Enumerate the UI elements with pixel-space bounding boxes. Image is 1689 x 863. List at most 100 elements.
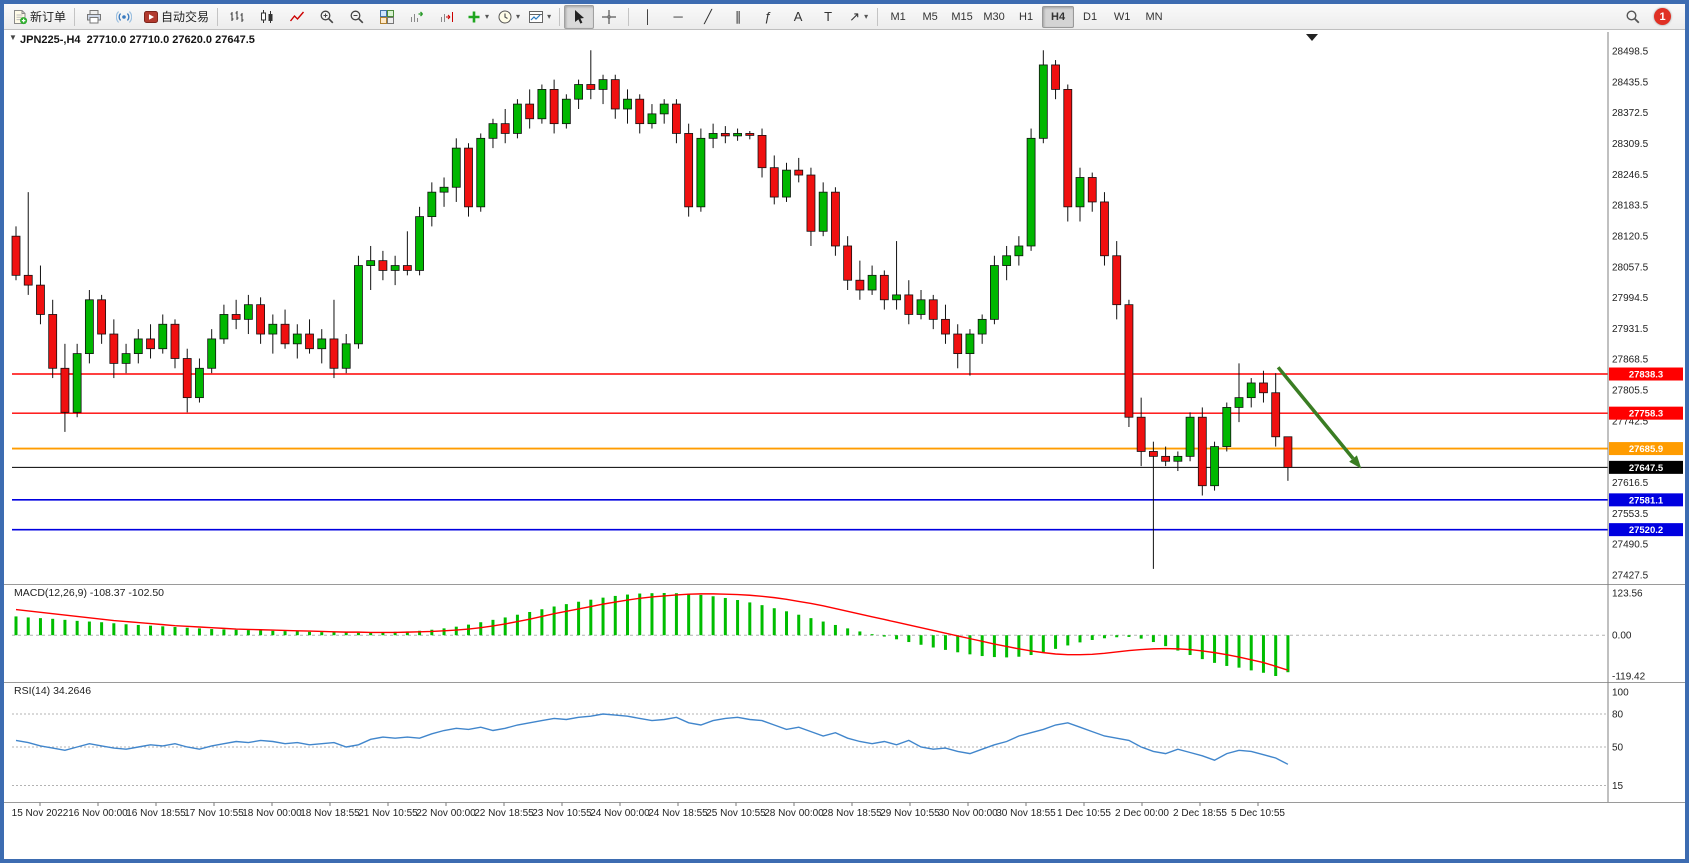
chevron-down-icon[interactable]: ▾ [485, 12, 490, 21]
candle-bear [146, 338, 155, 350]
candlestick-mode-button[interactable] [252, 5, 282, 29]
draw-horizontal-line-icon: ─ [673, 9, 683, 24]
candle-bull [867, 274, 877, 291]
bar-chart-icon [229, 9, 245, 25]
draw-trendline-button[interactable]: ╱ [693, 5, 723, 29]
draw-channel-button[interactable]: ∥ [723, 5, 753, 29]
draw-arrows-button[interactable]: ↗ ▾ [843, 5, 873, 29]
price-axis-label: 27742.5 [1612, 416, 1649, 427]
symbol-ohlc-label: JPN225-,H4 27710.0 27710.0 27620.0 27647… [20, 34, 255, 46]
candle-bull [513, 103, 522, 134]
price-axis-label: 27931.5 [1612, 324, 1649, 335]
search-button[interactable] [1618, 5, 1648, 29]
bar-chart-mode-button[interactable] [222, 5, 252, 29]
draw-text-label-button[interactable]: T [813, 5, 843, 29]
candle-bear [1087, 177, 1097, 203]
draw-text-button[interactable]: A [783, 5, 813, 29]
draw-channel-icon: ∥ [734, 9, 742, 24]
candle-bear [280, 323, 290, 345]
autotrading-button[interactable]: 自动交易 [139, 5, 213, 29]
print-button[interactable] [79, 5, 109, 29]
periods-list-button[interactable]: ▾ [493, 5, 524, 29]
indicators-list-button[interactable]: ▾ [462, 5, 493, 29]
rsi-axis-label: 100 [1612, 688, 1629, 699]
candle-bull [451, 147, 461, 188]
chevron-down-icon[interactable]: ▾ [547, 12, 552, 21]
timeframe-buttons: M1 M5 M15 M30 H1 H4 D1 W1 MN [882, 5, 1170, 28]
candle-bull [268, 323, 278, 335]
notification-badge[interactable]: 1 [1654, 8, 1671, 25]
new-order-label: 新订单 [30, 10, 67, 24]
crosshair-button[interactable] [594, 5, 624, 29]
timeframe-d1[interactable]: D1 [1083, 10, 1098, 23]
candle-bear [60, 367, 70, 413]
timeframe-m5[interactable]: M5 [922, 10, 938, 23]
candle-bull [574, 84, 583, 100]
timeframe-h4[interactable]: H4 [1042, 5, 1075, 28]
candle-bull [818, 191, 828, 232]
price-tag [1609, 460, 1683, 474]
time-axis-label: 18 Nov 18:55 [300, 808, 360, 819]
candle-bear [904, 294, 914, 315]
macd-panel: 123.56 0.00 -119.42 [12, 589, 1646, 683]
line-chart-mode-button[interactable] [282, 5, 312, 29]
candle-bull [207, 338, 217, 369]
chart-shift-marker[interactable] [1306, 34, 1318, 41]
candle-bull [623, 98, 632, 110]
draw-vertical-line-icon: │ [644, 9, 653, 24]
price-axis-label: 28246.5 [1612, 170, 1649, 181]
price-axis-label: 28309.5 [1612, 139, 1649, 150]
candle-bull [1185, 416, 1195, 457]
candle-bull [708, 133, 718, 139]
draw-vertical-line-button[interactable]: │ [633, 5, 663, 29]
autotrading-icon [143, 9, 159, 25]
time-axis-label: 22 Nov 00:00 [416, 808, 476, 819]
new-order-button[interactable]: 新订单 [8, 5, 70, 29]
timeframe-m1[interactable]: M1 [890, 10, 906, 23]
draw-fibonacci-button[interactable]: ƒ [753, 5, 783, 29]
candle-bear [464, 147, 473, 208]
horizontal-level-lines[interactable] [12, 373, 1608, 531]
chart-canvas[interactable]: 28498.5 28435.5 28372.5 28309.5 28246.5 28183… [4, 4, 1685, 859]
one-click-trading-toggle[interactable]: ▼ [9, 33, 17, 42]
candle-bull [84, 299, 94, 355]
candle-bull [219, 314, 229, 340]
draw-horizontal-line-button[interactable]: ─ [663, 5, 693, 29]
chevron-down-icon[interactable]: ▾ [516, 12, 521, 21]
candle-bull [977, 318, 987, 335]
draw-trendline-icon: ╱ [704, 9, 712, 24]
candle-bear [928, 299, 938, 320]
candle-bear [1148, 451, 1158, 457]
time-axis-label: 17 Nov 10:55 [184, 808, 244, 819]
price-axis-label: 27553.5 [1612, 509, 1649, 520]
price-tag-value: 27758.3 [1629, 409, 1663, 420]
news-broadcast-button[interactable] [109, 5, 139, 29]
trend-arrow-annotation[interactable] [1276, 366, 1362, 469]
search-icon [1625, 9, 1641, 25]
price-tag-value: 27685.9 [1629, 444, 1663, 455]
chevron-down-icon[interactable]: ▾ [864, 12, 869, 21]
chart-area[interactable]: 28498.5 28435.5 28372.5 28309.5 28246.5 28183… [4, 4, 1685, 859]
cursor-button[interactable] [564, 4, 595, 29]
zoom-out-button[interactable] [342, 5, 372, 29]
candle-bear [806, 174, 816, 232]
timeframe-mn[interactable]: MN [1145, 10, 1163, 23]
candle-bull [121, 353, 131, 364]
price-axis-label: 28498.5 [1612, 47, 1649, 58]
timeframe-w1[interactable]: W1 [1113, 10, 1131, 23]
price-axis-label: 27427.5 [1612, 571, 1649, 582]
auto-scroll-button[interactable] [402, 5, 432, 29]
chart-shift-button[interactable] [432, 5, 462, 29]
candle-bear [1161, 455, 1171, 462]
timeframe-m15[interactable]: M15 [951, 10, 973, 23]
tile-windows-button[interactable] [372, 5, 402, 29]
toolbar-separator [877, 7, 879, 26]
templates-button[interactable]: ▾ [524, 5, 555, 29]
timeframe-h1[interactable]: H1 [1019, 10, 1034, 23]
autotrading-label: 自动交易 [161, 10, 210, 24]
time-axis-label: 16 Nov 00:00 [68, 808, 128, 819]
candle-bull [243, 304, 253, 320]
timeframe-m30[interactable]: M30 [983, 10, 1005, 23]
zoom-in-button[interactable] [312, 5, 342, 29]
